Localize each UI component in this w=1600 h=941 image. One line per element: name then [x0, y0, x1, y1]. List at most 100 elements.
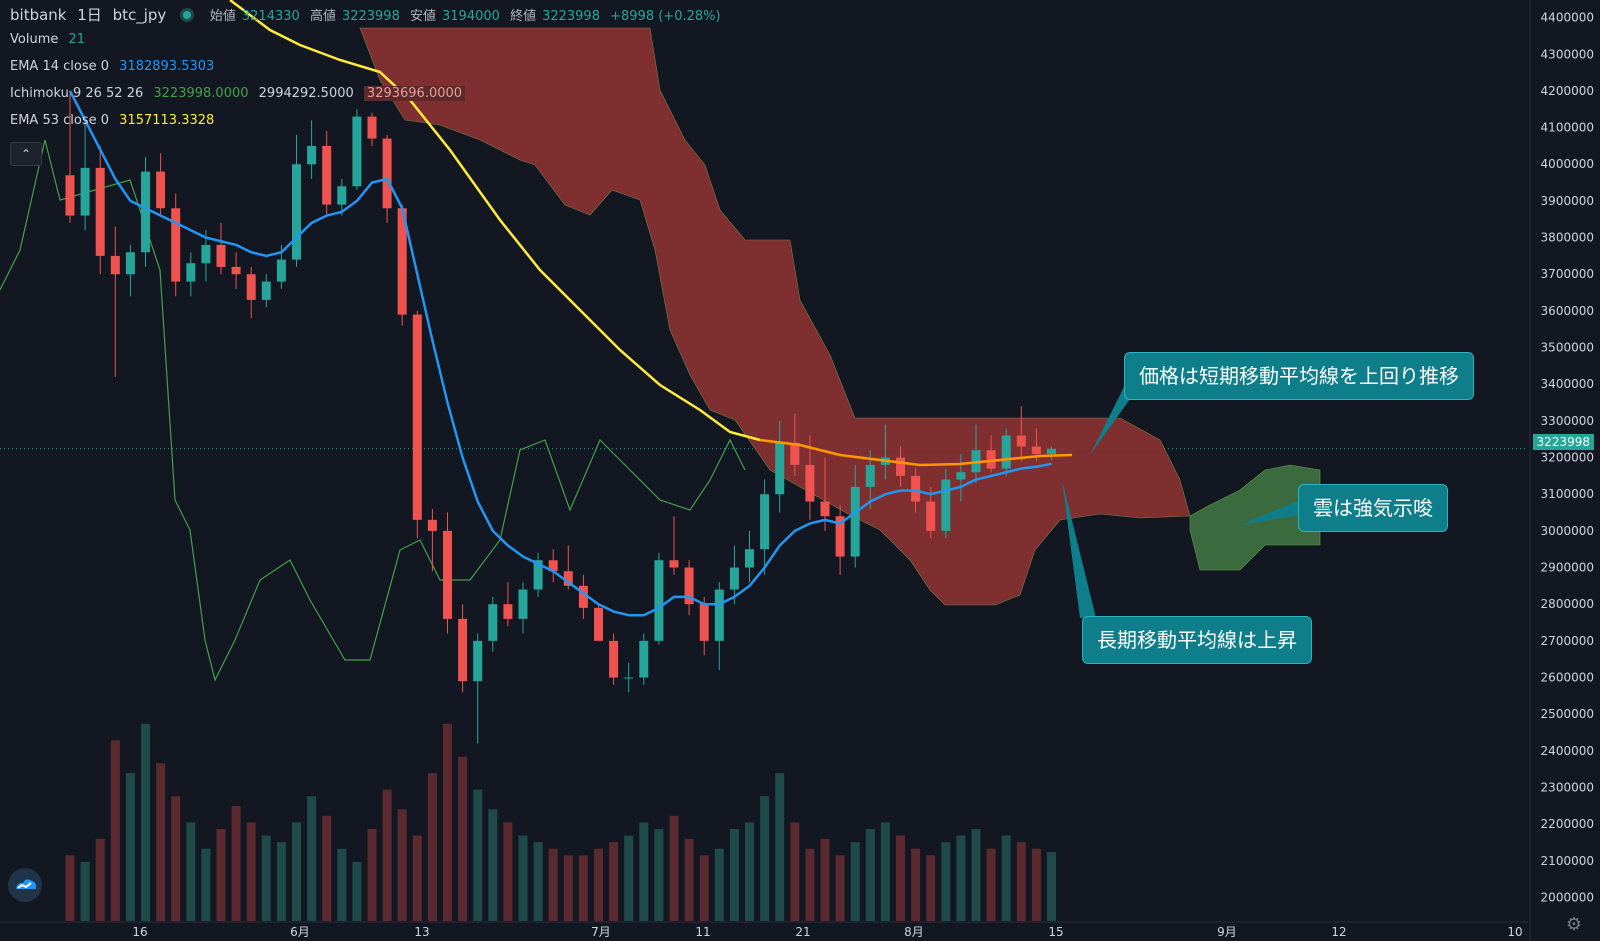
tradingview-cloud-icon[interactable]: [8, 868, 42, 902]
candle-body: [790, 442, 800, 465]
volume-bar: [473, 789, 483, 921]
callout-pointer-short-ma: [1090, 385, 1140, 455]
volume-bar: [760, 796, 770, 921]
volume-bar: [926, 855, 936, 921]
candle-body: [246, 274, 256, 300]
interval[interactable]: 1日: [77, 6, 102, 24]
callout-pointer-cloud: [1240, 500, 1300, 525]
candle-body: [488, 604, 498, 641]
ema53-line-late: [759, 438, 1073, 467]
ichimoku-label: Ichimoku 9 26 52 26: [10, 86, 144, 101]
volume-bar: [518, 835, 528, 921]
candle-body: [594, 607, 603, 641]
gear-icon[interactable]: ⚙: [1565, 914, 1582, 935]
candle-body: [201, 244, 211, 264]
candle-body: [926, 501, 936, 531]
price-tick-label: 3600000: [1541, 304, 1594, 318]
volume-bar: [427, 773, 437, 921]
time-axis[interactable]: 16 6月 13 7月 11 21 8月 15 9月 12 10: [0, 921, 1528, 939]
chikou-span: [0, 139, 746, 682]
ichimoku-legend[interactable]: Ichimoku 9 26 52 26 3223998.0000 2994292…: [10, 86, 471, 101]
volume-bar: [624, 835, 634, 921]
candle-body: [307, 145, 317, 165]
candle-body: [367, 116, 377, 139]
price-tick-label: 4000000: [1541, 157, 1594, 171]
volume-bar: [594, 848, 603, 921]
price-tick-label: 4300000: [1541, 47, 1594, 61]
candle-body: [95, 167, 105, 256]
volume-bar: [1016, 842, 1026, 921]
volume-bar: [246, 822, 256, 921]
candle-body: [458, 618, 468, 682]
cloud-bearish: [359, 27, 1191, 606]
ema53-label: EMA 53 close 0: [10, 113, 110, 128]
volume-bar: [805, 848, 815, 921]
volume-bar: [775, 773, 785, 921]
ichimoku-value-3: 3293696.0000: [363, 86, 466, 101]
price-tick-label: 2000000: [1541, 891, 1594, 905]
chevron-up-icon: ⌃: [20, 147, 32, 161]
ema14-legend[interactable]: EMA 14 close 0 3182893.5303: [10, 59, 220, 74]
current-price-tag: 3223998: [1532, 434, 1594, 450]
candle-body: [1031, 446, 1041, 454]
volume-bar: [911, 848, 921, 921]
volume-bar: [684, 838, 694, 921]
volume-bar: [1047, 852, 1056, 921]
candle-body: [337, 186, 347, 205]
volume-bar: [171, 796, 181, 921]
price-tick-label: 3700000: [1541, 267, 1594, 281]
candle-body: [125, 252, 135, 275]
price-tick-label: 2600000: [1541, 671, 1594, 685]
candle-body: [216, 244, 226, 267]
volume-bar: [850, 842, 860, 921]
collapse-legend-button[interactable]: ⌃: [10, 142, 42, 166]
candle-body: [276, 259, 286, 282]
volume-bar: [65, 855, 75, 921]
time-tick-label: 21: [795, 925, 810, 939]
volume-label: Volume: [10, 32, 59, 47]
candle-body: [412, 314, 422, 520]
close-label: 終値: [510, 9, 537, 24]
candle-body: [397, 208, 407, 315]
time-tick-label: 10: [1507, 925, 1522, 939]
volume-bar: [986, 848, 996, 921]
price-tick-label: 4100000: [1541, 121, 1594, 135]
volume-bar: [1001, 835, 1011, 921]
volume-bar: [729, 829, 739, 921]
volume-bar: [714, 848, 724, 921]
symbol-legend[interactable]: bitbank 1日 btc_jpy 始値 3214330 高値 3223998 安…: [10, 4, 733, 25]
close-value: 3223998: [542, 9, 600, 24]
candle-body: [110, 255, 120, 275]
price-tick-label: 2400000: [1541, 744, 1594, 758]
candle-body: [850, 486, 860, 557]
ema53-legend[interactable]: EMA 53 close 0 3157113.3328: [10, 113, 220, 128]
ema14-line: [68, 90, 1052, 617]
candle-body: [729, 567, 739, 590]
time-tick-label: 11: [695, 925, 710, 939]
candle-body: [292, 164, 301, 260]
price-tick-label: 2200000: [1541, 817, 1594, 831]
price-tick-label: 3000000: [1541, 524, 1594, 538]
volume-bar: [307, 796, 317, 921]
candle-body: [684, 567, 694, 605]
volume-bar: [488, 809, 498, 921]
price-axis[interactable]: 4400000 4300000 4200000 4100000 4000000 39000…: [1529, 0, 1594, 941]
candle-body: [775, 442, 785, 495]
volume-bar: [669, 815, 679, 921]
candle-body: [382, 138, 392, 209]
price-tick-label: 4400000: [1541, 11, 1594, 25]
volume-bar: [352, 861, 362, 921]
volume-bar: [412, 835, 422, 921]
volume-bar: [292, 822, 301, 921]
volume-bar: [971, 829, 981, 921]
volume-legend[interactable]: Volume 21: [10, 32, 91, 47]
candle-body: [322, 145, 332, 205]
ema14-label: EMA 14 close 0: [10, 59, 110, 74]
volume-bar: [397, 809, 407, 921]
low-label: 安値: [410, 9, 437, 24]
candle-body: [745, 549, 754, 568]
candle-body: [563, 571, 573, 586]
candle-body: [669, 560, 679, 568]
open-label: 始値: [209, 9, 236, 24]
